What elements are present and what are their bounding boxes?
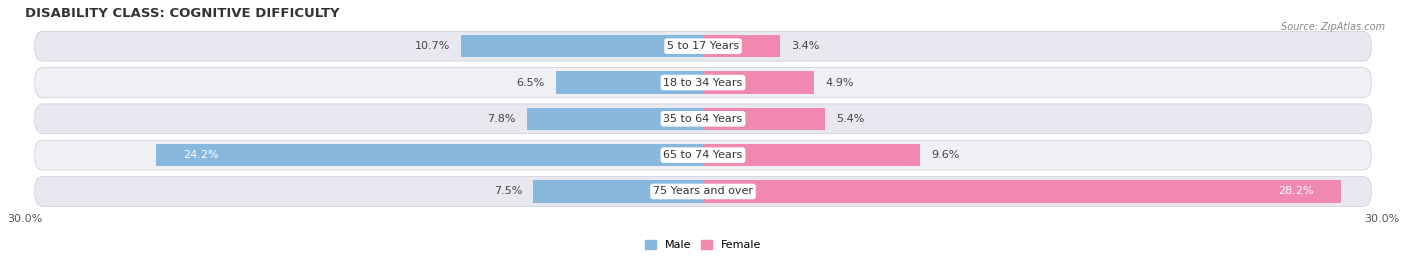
Text: 9.6%: 9.6% (931, 150, 960, 160)
FancyBboxPatch shape (35, 140, 1371, 170)
FancyBboxPatch shape (35, 68, 1371, 97)
Bar (703, 108, 825, 130)
Text: 28.2%: 28.2% (1278, 186, 1313, 196)
Bar (703, 71, 814, 94)
Text: 5 to 17 Years: 5 to 17 Years (666, 41, 740, 51)
FancyBboxPatch shape (35, 176, 1371, 206)
Text: 7.5%: 7.5% (494, 186, 522, 196)
Bar (461, 35, 703, 58)
Text: 24.2%: 24.2% (183, 150, 218, 160)
Text: DISABILITY CLASS: COGNITIVE DIFFICULTY: DISABILITY CLASS: COGNITIVE DIFFICULTY (24, 7, 339, 20)
Text: 18 to 34 Years: 18 to 34 Years (664, 77, 742, 87)
Text: 10.7%: 10.7% (415, 41, 450, 51)
Text: 5.4%: 5.4% (837, 114, 865, 124)
Text: 6.5%: 6.5% (516, 77, 544, 87)
Bar (527, 108, 703, 130)
Legend: Male, Female: Male, Female (641, 236, 765, 255)
FancyBboxPatch shape (35, 104, 1371, 134)
Text: 65 to 74 Years: 65 to 74 Years (664, 150, 742, 160)
Text: 75 Years and over: 75 Years and over (652, 186, 754, 196)
Bar (533, 180, 703, 203)
Text: 7.8%: 7.8% (486, 114, 516, 124)
Bar (703, 180, 1341, 203)
Text: 3.4%: 3.4% (792, 41, 820, 51)
Bar (156, 144, 703, 167)
Bar (703, 35, 780, 58)
Text: 4.9%: 4.9% (825, 77, 853, 87)
Bar (703, 144, 920, 167)
Text: Source: ZipAtlas.com: Source: ZipAtlas.com (1281, 22, 1385, 31)
Bar (555, 71, 703, 94)
FancyBboxPatch shape (35, 31, 1371, 61)
Text: 35 to 64 Years: 35 to 64 Years (664, 114, 742, 124)
